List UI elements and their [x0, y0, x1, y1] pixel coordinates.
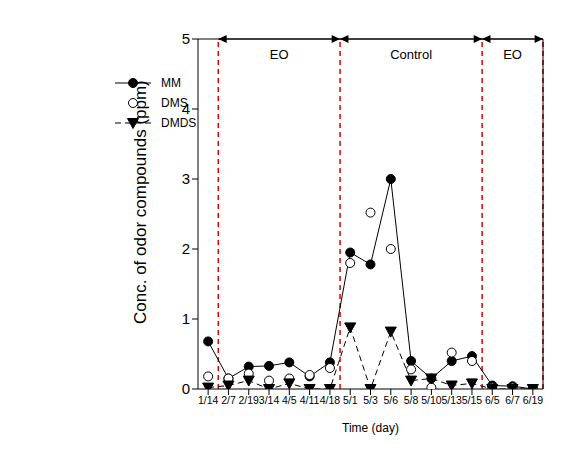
svg-text:2/19: 2/19	[239, 394, 260, 406]
svg-text:5: 5	[182, 30, 190, 47]
svg-text:6/7: 6/7	[505, 394, 520, 406]
svg-text:5/3: 5/3	[363, 394, 378, 406]
svg-text:2/7: 2/7	[221, 394, 236, 406]
svg-text:Conc. of odor compounds (ppm): Conc. of odor compounds (ppm)	[131, 80, 150, 324]
svg-text:6/19: 6/19	[523, 394, 544, 406]
svg-text:1/14: 1/14	[198, 394, 219, 406]
svg-text:2: 2	[182, 240, 190, 257]
svg-text:4: 4	[182, 100, 190, 117]
svg-text:3: 3	[182, 170, 190, 187]
svg-text:EO: EO	[270, 47, 289, 62]
svg-text:6/5: 6/5	[485, 394, 500, 406]
svg-text:3/14: 3/14	[259, 394, 280, 406]
svg-text:4/18: 4/18	[320, 394, 341, 406]
svg-text:5/1: 5/1	[343, 394, 358, 406]
svg-text:5/15: 5/15	[462, 394, 483, 406]
svg-text:5/10: 5/10	[421, 394, 442, 406]
svg-text:1: 1	[182, 310, 190, 327]
svg-text:EO: EO	[503, 47, 522, 62]
svg-text:Time (day): Time (day)	[342, 421, 399, 435]
svg-text:0: 0	[182, 380, 190, 397]
svg-text:5/13: 5/13	[441, 394, 462, 406]
svg-text:4/5: 4/5	[282, 394, 297, 406]
svg-text:5/8: 5/8	[404, 394, 419, 406]
svg-text:4/11: 4/11	[300, 394, 320, 406]
svg-text:Control: Control	[390, 47, 432, 62]
svg-text:5/6: 5/6	[383, 394, 398, 406]
